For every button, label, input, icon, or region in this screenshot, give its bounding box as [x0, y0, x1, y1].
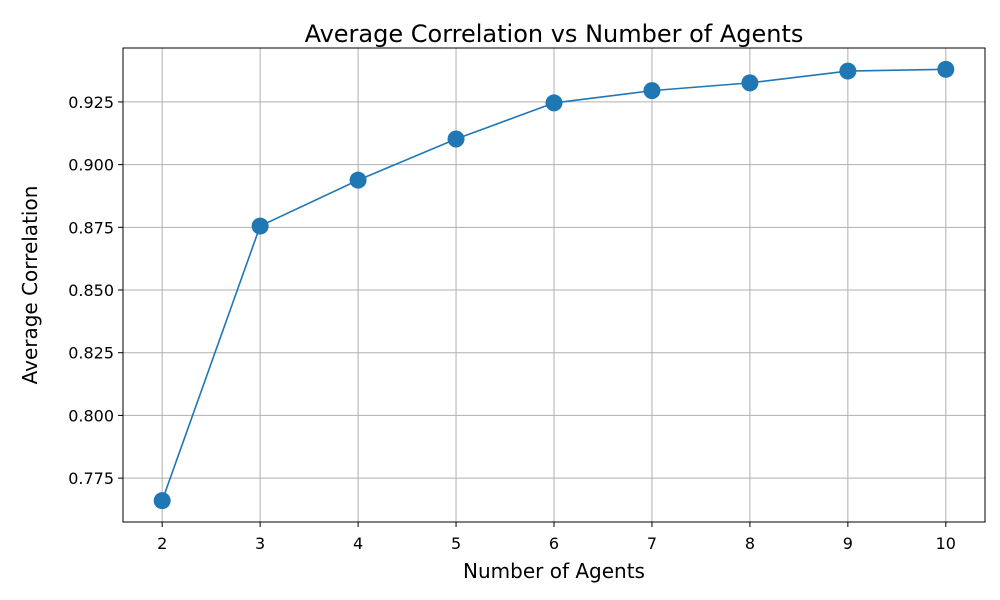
grid	[123, 48, 985, 522]
x-axis-label: Number of Agents	[463, 559, 645, 583]
data-point	[643, 82, 661, 100]
y-axis-label: Average Correlation	[18, 186, 42, 385]
x-tick-label: 4	[353, 534, 363, 553]
y-tick-label: 0.900	[68, 156, 114, 175]
x-tick-label: 10	[936, 534, 956, 553]
data-point	[153, 492, 171, 510]
y-tick-label: 0.925	[68, 93, 114, 112]
x-tick-label: 3	[255, 534, 265, 553]
x-tick-label: 5	[451, 534, 461, 553]
x-tick-label: 6	[549, 534, 559, 553]
x-tick-label: 7	[647, 534, 657, 553]
x-axis-ticks: 2 3 4 5 6 7 8 9 10	[157, 522, 956, 553]
data-point	[937, 60, 955, 78]
y-tick-label: 0.775	[68, 469, 114, 488]
x-tick-label: 8	[745, 534, 755, 553]
y-axis-ticks: 0.775 0.800 0.825 0.850 0.875 0.900 0.925	[68, 93, 123, 488]
y-tick-label: 0.825	[68, 344, 114, 363]
data-point	[251, 217, 269, 235]
y-tick-label: 0.850	[68, 281, 114, 300]
data-point	[447, 130, 465, 148]
y-tick-label: 0.875	[68, 218, 114, 237]
x-tick-label: 2	[157, 534, 167, 553]
y-tick-label: 0.800	[68, 406, 114, 425]
data-point	[349, 171, 367, 189]
x-tick-label: 9	[843, 534, 853, 553]
data-point	[741, 74, 759, 92]
chart-title: Average Correlation vs Number of Agents	[305, 20, 804, 48]
data-series	[153, 60, 955, 510]
data-point	[839, 62, 857, 80]
data-point	[545, 94, 563, 112]
